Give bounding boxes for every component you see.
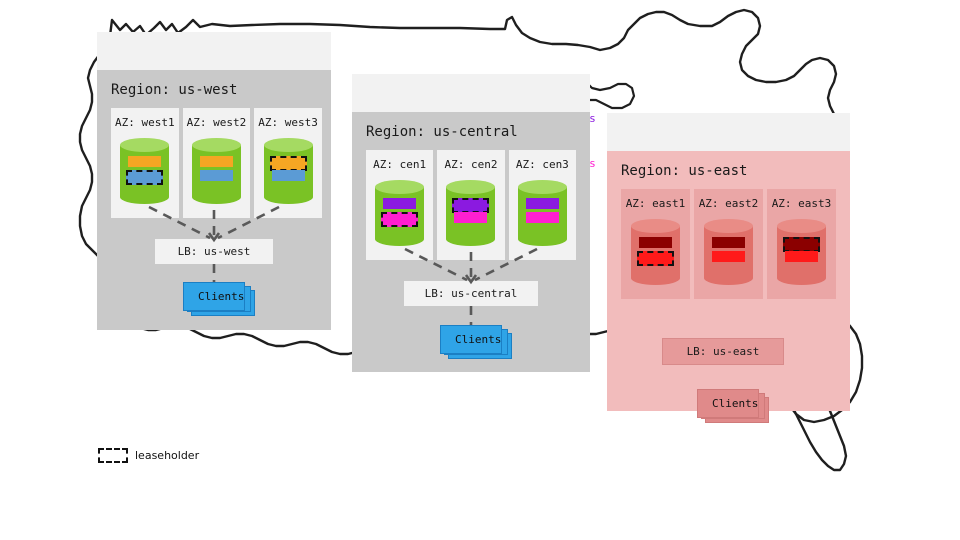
region-us-east-body: Region: us-east AZ: east1 AZ: east2 bbox=[607, 151, 850, 423]
az-row-us-west: AZ: west1 AZ: west2 bbox=[97, 108, 331, 218]
replica-cylinder-west2[interactable] bbox=[191, 138, 241, 204]
load-balancer-us-east[interactable]: LB: us-east bbox=[662, 338, 784, 365]
index-replica-slot bbox=[525, 212, 559, 223]
region-us-east-title: Region: us-east bbox=[621, 163, 748, 179]
az-box-east3[interactable]: AZ: east3 bbox=[767, 189, 836, 299]
az-label: AZ: east2 bbox=[698, 197, 759, 210]
index-replica-slot-leaseholder bbox=[637, 251, 674, 266]
az1-to-lb-line bbox=[404, 247, 468, 282]
az-label: AZ: east3 bbox=[771, 197, 832, 210]
az3-to-lb-line bbox=[474, 247, 538, 282]
replica-cylinder-cen3[interactable] bbox=[517, 180, 567, 246]
replica-cylinder-east2[interactable] bbox=[704, 219, 753, 285]
lb-arrowhead bbox=[207, 232, 221, 243]
table-replica-slot bbox=[525, 198, 559, 209]
region-us-west-banner: Table la partition: 3 replicas Index la … bbox=[97, 32, 331, 128]
dashed-rect-icon bbox=[98, 448, 128, 463]
connector-lines-us-central bbox=[404, 247, 538, 325]
cylinder-top bbox=[517, 180, 567, 194]
replica-cylinder-west1[interactable] bbox=[120, 138, 170, 204]
lb-arrowhead bbox=[464, 274, 478, 285]
table-replica-slot bbox=[712, 237, 745, 248]
az-label: AZ: west2 bbox=[186, 116, 247, 129]
clients-label[interactable]: Clients bbox=[183, 282, 245, 311]
az-label: AZ: cen3 bbox=[515, 158, 569, 171]
region-us-central: Table chicago partition: 3 replicas Inde… bbox=[352, 74, 596, 372]
clients-us-west[interactable]: Clients bbox=[183, 282, 255, 316]
table-replica-slot-leaseholder bbox=[783, 237, 820, 252]
replica-cylinder-east3[interactable] bbox=[777, 219, 826, 285]
clients-us-east[interactable]: Clients bbox=[697, 389, 769, 423]
table-replica-slot bbox=[199, 156, 233, 167]
index-replica-slot bbox=[712, 251, 745, 262]
index-replica-slot-leaseholder bbox=[126, 170, 164, 185]
table-replica-slot-leaseholder bbox=[452, 198, 490, 213]
az-box-west2[interactable]: AZ: west2 bbox=[182, 108, 251, 218]
region-us-east: Table ny partition: 3 replicas Index ny … bbox=[607, 113, 850, 423]
index-replica-slot bbox=[199, 170, 233, 181]
az-row-us-east: AZ: east1 AZ: east2 bbox=[607, 189, 850, 299]
clients-label[interactable]: Clients bbox=[697, 389, 759, 418]
region-us-central-title: Region: us-central bbox=[366, 124, 518, 140]
replica-cylinder-west3[interactable] bbox=[263, 138, 313, 204]
az-label: AZ: cen2 bbox=[444, 158, 498, 171]
az-box-west1[interactable]: AZ: west1 bbox=[111, 108, 179, 218]
az-box-west3[interactable]: AZ: west3 bbox=[254, 108, 322, 218]
legend-label: leaseholder bbox=[135, 449, 200, 462]
region-us-west-body: Region: us-west AZ: west1 AZ: west2 bbox=[97, 70, 331, 330]
region-us-central-banner: Table chicago partition: 3 replicas Inde… bbox=[352, 74, 596, 170]
table-replica-slot-leaseholder bbox=[269, 156, 307, 171]
replica-cylinder-cen1[interactable] bbox=[375, 180, 425, 246]
replica-cylinder-cen2[interactable] bbox=[446, 180, 496, 246]
index-replica-slot bbox=[454, 212, 488, 223]
table-replica-slot bbox=[383, 198, 417, 209]
cylinder-top bbox=[120, 138, 170, 152]
az-box-cen1[interactable]: AZ: cen1 bbox=[366, 150, 434, 260]
cylinder-top bbox=[375, 180, 425, 194]
az3-to-lb-line bbox=[217, 205, 280, 240]
az1-to-lb-line bbox=[148, 205, 211, 240]
index-replica-slot-leaseholder bbox=[381, 212, 419, 227]
cylinder-top bbox=[191, 138, 241, 152]
az-label: AZ: cen1 bbox=[373, 158, 427, 171]
az-box-cen3[interactable]: AZ: cen3 bbox=[508, 150, 576, 260]
az-box-east2[interactable]: AZ: east2 bbox=[694, 189, 763, 299]
table-replica-slot bbox=[639, 237, 672, 248]
cylinder-top bbox=[263, 138, 313, 152]
table-replica-slot bbox=[128, 156, 162, 167]
legend: leaseholder bbox=[98, 448, 199, 463]
az-box-cen2[interactable]: AZ: cen2 bbox=[437, 150, 505, 260]
region-us-west: Table la partition: 3 replicas Index la … bbox=[97, 32, 331, 330]
az-box-east1[interactable]: AZ: east1 bbox=[621, 189, 690, 299]
cylinder-top bbox=[446, 180, 496, 194]
cylinder-top bbox=[704, 219, 753, 233]
az-label: AZ: west1 bbox=[115, 116, 175, 129]
cylinder-top bbox=[631, 219, 680, 233]
region-us-west-title: Region: us-west bbox=[111, 82, 238, 98]
index-replica-slot bbox=[785, 251, 818, 262]
az-label: AZ: east1 bbox=[625, 197, 686, 210]
florida-peninsula-path bbox=[784, 386, 848, 472]
az-label: AZ: west3 bbox=[258, 116, 318, 129]
cylinder-top bbox=[777, 219, 826, 233]
az-row-us-central: AZ: cen1 AZ: cen2 bbox=[352, 150, 590, 260]
region-us-central-body: Region: us-central AZ: cen1 AZ: cen2 bbox=[352, 112, 590, 372]
clients-label[interactable]: Clients bbox=[440, 325, 502, 354]
replica-cylinder-east1[interactable] bbox=[631, 219, 680, 285]
clients-us-central[interactable]: Clients bbox=[440, 325, 512, 359]
index-replica-slot bbox=[271, 170, 305, 181]
connector-lines-us-west bbox=[148, 205, 280, 282]
region-us-east-banner: Table ny partition: 3 replicas Index ny … bbox=[607, 113, 850, 209]
